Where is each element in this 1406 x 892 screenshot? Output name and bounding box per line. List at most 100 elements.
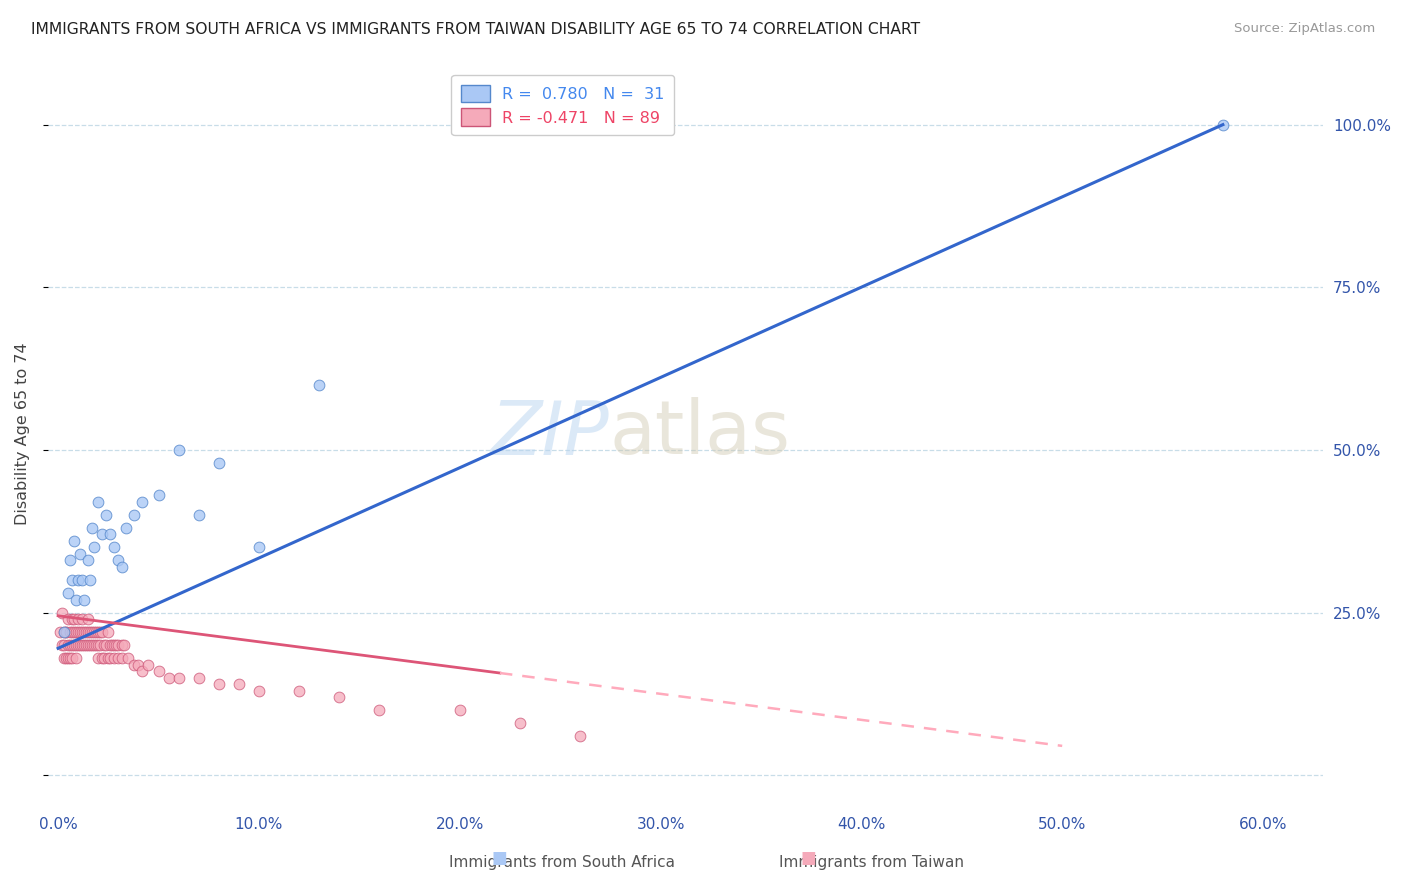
Point (87, 651, 110, 665)
Point (82, 638, 104, 652)
Point (308, 377, 330, 392)
Point (59, 638, 82, 652)
Point (69, 638, 91, 652)
Point (65, 638, 87, 652)
Text: Source: ZipAtlas.com: Source: ZipAtlas.com (1234, 22, 1375, 36)
Point (49, 625, 72, 640)
Point (51, 606, 73, 620)
Point (97, 651, 120, 665)
Point (79, 638, 101, 652)
Point (63, 533, 86, 548)
Point (115, 521, 138, 535)
Point (111, 560, 134, 574)
Point (65, 592, 87, 607)
Point (247, 683, 270, 698)
Point (60, 651, 83, 665)
Point (77, 638, 100, 652)
Point (55, 625, 77, 640)
Point (70, 638, 93, 652)
Point (148, 488, 170, 502)
Point (89, 625, 111, 640)
Point (73, 638, 96, 652)
Point (107, 553, 129, 567)
Point (124, 657, 146, 672)
Point (77, 612, 100, 626)
Point (247, 541, 270, 555)
Point (509, 716, 531, 731)
Point (127, 657, 149, 672)
Point (67, 638, 90, 652)
Point (131, 495, 153, 509)
Point (98, 638, 121, 652)
Point (87, 495, 110, 509)
Point (60, 625, 83, 640)
Y-axis label: Disability Age 65 to 74: Disability Age 65 to 74 (15, 343, 30, 525)
Point (77, 553, 100, 567)
Point (79, 625, 101, 640)
Point (55, 651, 77, 665)
Point (103, 638, 125, 652)
Point (107, 651, 129, 665)
Point (87, 625, 110, 640)
Point (148, 664, 170, 678)
Point (56, 651, 79, 665)
Point (124, 508, 146, 522)
Point (328, 690, 350, 704)
Point (83, 638, 105, 652)
Text: ■: ■ (800, 849, 817, 867)
Point (67, 612, 90, 626)
Text: atlas: atlas (609, 397, 790, 470)
Point (53, 651, 76, 665)
Point (53, 625, 76, 640)
Point (98, 651, 121, 665)
Point (73, 592, 96, 607)
Point (569, 729, 592, 743)
Point (70, 625, 93, 640)
Point (449, 703, 471, 717)
Point (63, 625, 86, 640)
Text: ZIP: ZIP (491, 398, 609, 470)
Point (91, 625, 114, 640)
Point (157, 671, 180, 685)
Point (83, 541, 105, 555)
Point (288, 683, 311, 698)
Point (75, 638, 97, 652)
Point (82, 625, 104, 640)
Point (77, 625, 100, 640)
Point (138, 657, 160, 672)
Point (73, 625, 96, 640)
Point (89, 638, 111, 652)
Text: Immigrants from South Africa: Immigrants from South Africa (450, 855, 675, 870)
Point (60, 573, 83, 587)
Point (79, 573, 101, 587)
Point (56, 586, 79, 600)
Point (70, 573, 93, 587)
Point (82, 521, 104, 535)
Point (107, 638, 129, 652)
Point (208, 677, 231, 691)
Point (87, 638, 110, 652)
Point (93, 651, 115, 665)
Legend: R =  0.780   N =  31, R = -0.471   N = 89: R = 0.780 N = 31, R = -0.471 N = 89 (451, 75, 675, 136)
Point (59, 651, 82, 665)
Text: Immigrants from Taiwan: Immigrants from Taiwan (779, 855, 965, 870)
Point (96, 638, 118, 652)
Point (75, 625, 97, 640)
Point (51, 638, 73, 652)
Point (65, 625, 87, 640)
Point (112, 638, 135, 652)
Point (111, 651, 134, 665)
Point (167, 442, 190, 457)
Point (117, 651, 139, 665)
Text: IMMIGRANTS FROM SOUTH AFRICA VS IMMIGRANTS FROM TAIWAN DISABILITY AGE 65 TO 74 C: IMMIGRANTS FROM SOUTH AFRICA VS IMMIGRAN… (31, 22, 920, 37)
Point (228, 677, 250, 691)
Point (208, 456, 231, 470)
Point (187, 671, 209, 685)
Point (84, 625, 107, 640)
Point (56, 612, 79, 626)
Point (91, 651, 114, 665)
Point (97, 625, 120, 640)
Point (67, 625, 90, 640)
Point (111, 638, 134, 652)
Point (187, 508, 209, 522)
